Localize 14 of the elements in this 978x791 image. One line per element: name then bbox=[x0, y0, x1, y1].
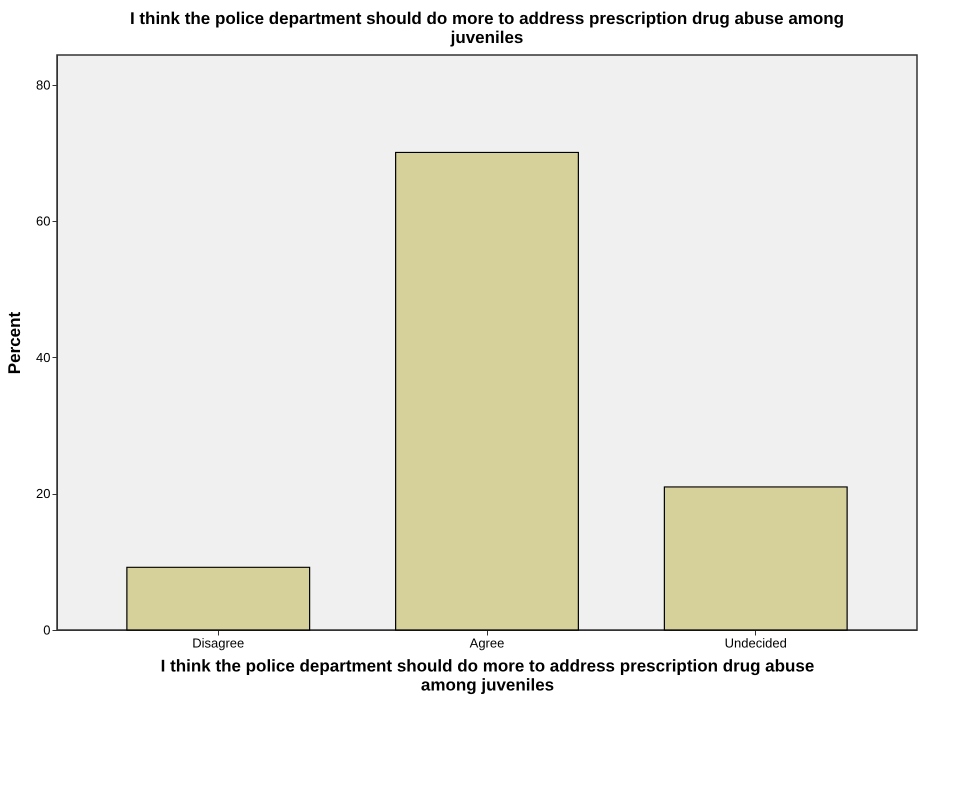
y-tick-label: 60 bbox=[36, 214, 50, 229]
y-tick-label: 80 bbox=[36, 77, 50, 92]
y-tick-label: 20 bbox=[36, 486, 50, 502]
bar bbox=[126, 566, 310, 631]
x-tick-label: Disagree bbox=[192, 636, 244, 650]
bar bbox=[664, 486, 848, 631]
bar bbox=[395, 152, 579, 631]
y-tick-label: 40 bbox=[36, 350, 50, 365]
x-axis-title: I think the police department should do more to address prescription drug abuse among juveniles bbox=[160, 656, 814, 694]
y-tick-label: 0 bbox=[43, 622, 50, 638]
x-tick-label: Undecided bbox=[724, 636, 787, 650]
x-tick-label: Agree bbox=[470, 636, 504, 650]
chart-title: I think the police department should do more to address prescription drug abuse among juveniles bbox=[130, 9, 844, 47]
y-axis-title: Percent bbox=[5, 311, 24, 374]
